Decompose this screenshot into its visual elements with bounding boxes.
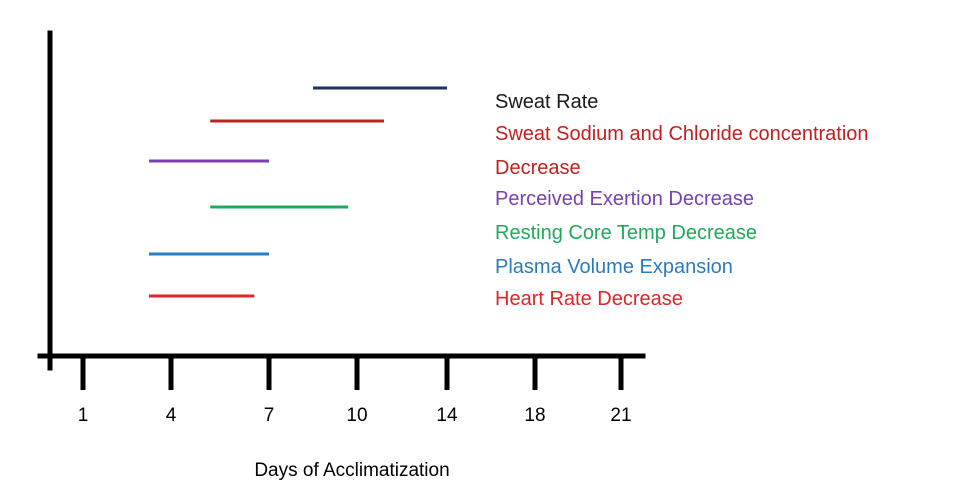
x-axis-ticks: 1 4 7 10 14 18 21 <box>78 358 632 426</box>
x-tick-label: 1 <box>78 405 89 426</box>
x-tick-label: 18 <box>524 405 545 426</box>
x-tick-label: 14 <box>436 405 458 426</box>
legend-labels: Sweat Rate Sweat Sodium and Chloride conc… <box>495 91 869 310</box>
x-tick-label: 4 <box>166 405 177 426</box>
legend-label: Resting Core Temp Decrease <box>495 222 757 244</box>
legend-label: Decrease <box>495 157 581 179</box>
legend-label: Sweat Sodium and Chloride concentration <box>495 123 869 145</box>
x-tick-label: 21 <box>610 405 631 426</box>
x-axis-title: Days of Acclimatization <box>254 460 449 481</box>
x-tick-label: 10 <box>346 405 367 426</box>
legend-label: Sweat Rate <box>495 91 598 113</box>
legend-label: Perceived Exertion Decrease <box>495 188 754 210</box>
legend-label: Plasma Volume Expansion <box>495 256 733 278</box>
legend-label: Heart Rate Decrease <box>495 288 683 310</box>
duration-bars <box>149 86 447 298</box>
x-tick-label: 7 <box>264 405 275 426</box>
